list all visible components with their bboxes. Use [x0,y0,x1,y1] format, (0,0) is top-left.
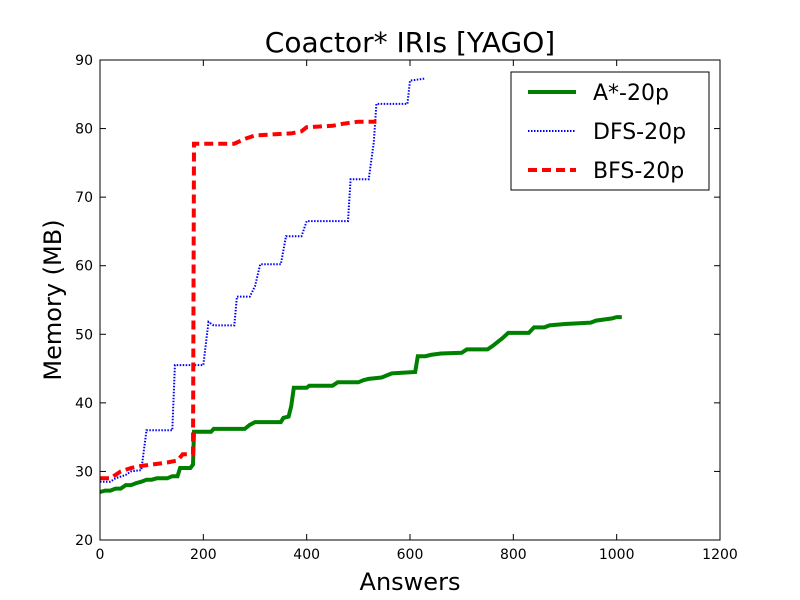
series-line-dfs-20p [100,77,426,483]
legend-label-dfs-20p: DFS-20p [593,120,686,145]
series-line-bfs-20p [100,119,377,481]
legend-label-bfs-20p: BFS-20p [593,159,684,184]
y-tick-label: 80 [75,122,93,138]
x-axis-title: Answers [360,568,461,596]
y-tick-label: 50 [75,327,93,343]
series-layer [99,77,622,494]
x-tick-label: 0 [96,547,105,563]
legend: A*-20p DFS-20p BFS-20p [510,71,710,191]
legend-label-a-20p: A*-20p [593,81,669,106]
x-tick-label: 600 [397,547,424,563]
y-tick-label: 90 [75,53,93,69]
series-line-a-20p [99,315,622,494]
y-tick-label: 30 [75,464,93,480]
x-tick-label: 400 [293,547,320,563]
x-tick-label: 800 [500,547,527,563]
y-tick-label: 20 [75,533,93,549]
y-tick-label: 40 [75,396,93,412]
ticks-layer: 0 200 400 600 800 1000 1200 20 30 40 50 60 70 80 90 [75,53,738,563]
y-axis-title: Memory (MB) [39,219,67,380]
x-tick-label: 200 [190,547,217,563]
chart-title: Coactor* IRIs [YAGO] [265,26,555,59]
x-tick-label: 1200 [702,547,738,563]
y-tick-label: 60 [75,259,93,275]
y-tick-label: 70 [75,190,93,206]
x-tick-label: 1000 [599,547,635,563]
